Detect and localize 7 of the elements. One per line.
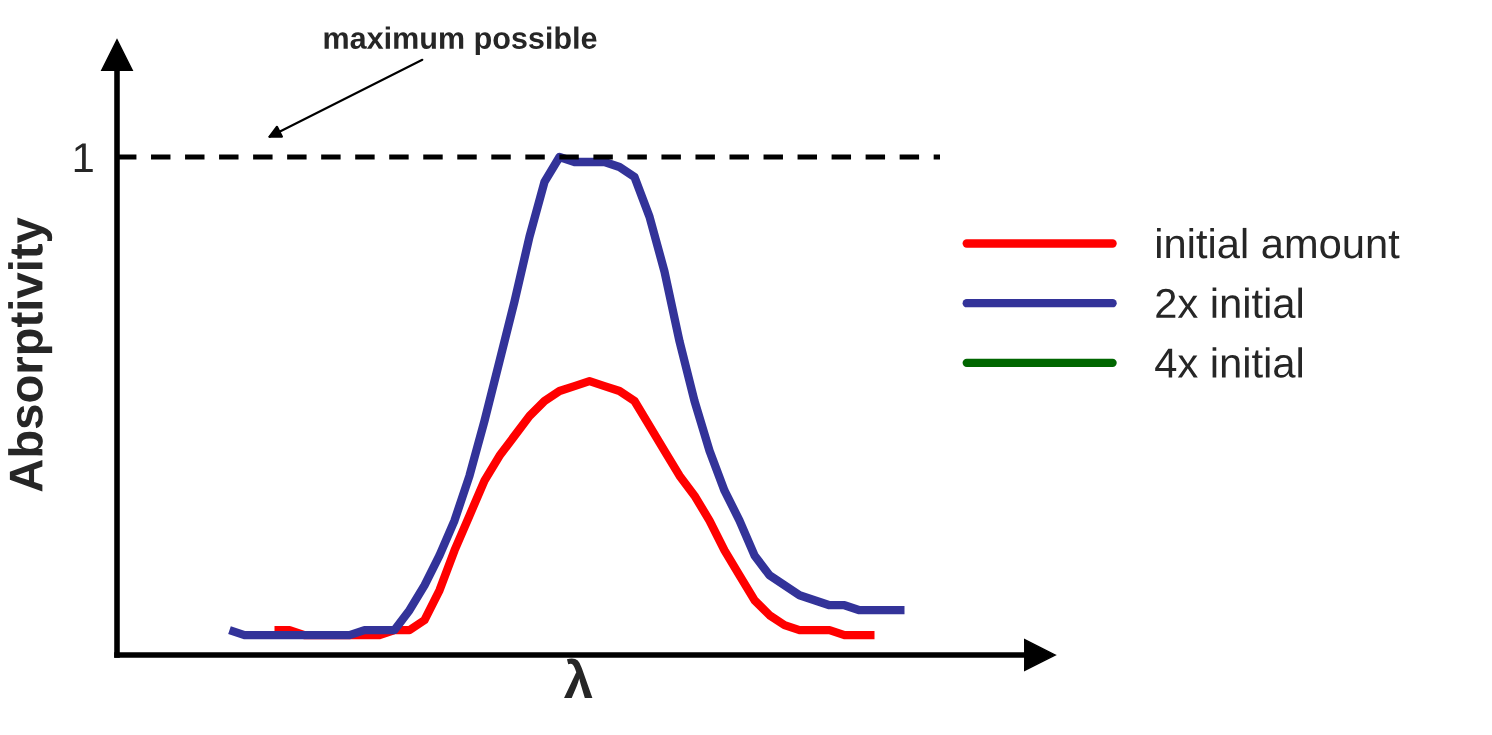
ref-line-label: 1 <box>74 143 93 173</box>
x-axis-title: λ <box>564 658 593 699</box>
legend-label: 4x initial <box>1155 347 1302 378</box>
legend-label: 2x initial <box>1156 287 1302 319</box>
text: maximum possible <box>324 26 597 55</box>
y-axis-title: Absorptivity <box>8 217 53 492</box>
legend-label: initial amount <box>1157 227 1400 259</box>
